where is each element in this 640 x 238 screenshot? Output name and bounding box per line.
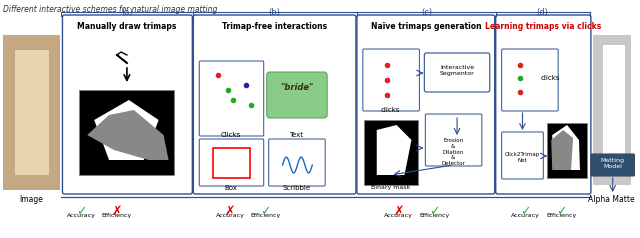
Text: clicks: clicks xyxy=(541,75,560,81)
Text: Learning trimaps via clicks: Learning trimaps via clicks xyxy=(485,22,602,31)
Text: Accuracy: Accuracy xyxy=(216,213,244,218)
FancyBboxPatch shape xyxy=(199,139,264,186)
Text: Click2Trimap
Net: Click2Trimap Net xyxy=(505,152,540,163)
Text: Binary mask: Binary mask xyxy=(371,185,410,190)
Bar xyxy=(15,50,49,175)
Text: Alpha Matte: Alpha Matte xyxy=(588,195,635,204)
Text: Matting
Model: Matting Model xyxy=(601,158,625,169)
Text: Clicks: Clicks xyxy=(221,132,241,138)
FancyBboxPatch shape xyxy=(357,15,495,194)
Text: Erosion
&
Dilation
&
Detector: Erosion & Dilation & Detector xyxy=(441,138,465,166)
Bar xyxy=(213,148,250,178)
Polygon shape xyxy=(551,130,573,170)
FancyBboxPatch shape xyxy=(591,154,634,176)
Text: clicks: clicks xyxy=(381,107,401,113)
FancyBboxPatch shape xyxy=(426,114,482,166)
FancyBboxPatch shape xyxy=(193,15,356,194)
Text: (d): (d) xyxy=(536,8,548,17)
Text: ✗: ✗ xyxy=(394,205,404,218)
Polygon shape xyxy=(94,100,159,160)
Text: Image: Image xyxy=(19,195,43,204)
Text: Scribble: Scribble xyxy=(282,185,310,191)
FancyBboxPatch shape xyxy=(269,139,325,186)
Text: Accuracy: Accuracy xyxy=(511,213,540,218)
Text: ✓: ✓ xyxy=(556,205,566,218)
Text: ✓: ✓ xyxy=(429,205,440,218)
Text: ✗: ✗ xyxy=(225,205,236,218)
FancyBboxPatch shape xyxy=(267,72,327,118)
Bar xyxy=(547,123,587,178)
Text: Trimap-free interactions: Trimap-free interactions xyxy=(222,22,327,31)
Bar xyxy=(593,35,630,185)
Bar xyxy=(364,120,419,185)
Polygon shape xyxy=(552,125,580,170)
Text: Efficiency: Efficiency xyxy=(419,213,449,218)
Text: Interactive
Segmentor: Interactive Segmentor xyxy=(440,65,474,76)
Text: ✗: ✗ xyxy=(112,205,122,218)
FancyBboxPatch shape xyxy=(502,49,558,111)
Bar xyxy=(603,45,625,175)
FancyBboxPatch shape xyxy=(424,53,490,92)
Text: "bride": "bride" xyxy=(280,84,313,93)
Text: (a): (a) xyxy=(121,8,132,17)
FancyBboxPatch shape xyxy=(199,61,264,136)
Polygon shape xyxy=(377,125,412,175)
Text: Efficiency: Efficiency xyxy=(102,213,132,218)
FancyBboxPatch shape xyxy=(363,49,419,111)
Text: ✓: ✓ xyxy=(520,205,531,218)
FancyBboxPatch shape xyxy=(63,15,193,194)
Bar xyxy=(3,35,60,190)
Text: Naïve trimaps generation: Naïve trimaps generation xyxy=(371,22,482,31)
Text: Different interactive schemes for natural image matting: Different interactive schemes for natura… xyxy=(3,5,218,14)
Text: Efficiency: Efficiency xyxy=(546,213,576,218)
Text: Accuracy: Accuracy xyxy=(67,213,96,218)
Text: Manually draw trimaps: Manually draw trimaps xyxy=(77,22,177,31)
FancyBboxPatch shape xyxy=(502,132,543,179)
Bar xyxy=(79,90,175,175)
Text: Accuracy: Accuracy xyxy=(384,213,413,218)
Text: Efficiency: Efficiency xyxy=(251,213,281,218)
Text: ✓: ✓ xyxy=(260,205,271,218)
Text: Text: Text xyxy=(289,132,303,138)
Text: (c): (c) xyxy=(420,8,432,17)
Text: ✓: ✓ xyxy=(76,205,86,218)
FancyBboxPatch shape xyxy=(496,15,591,194)
Text: (b): (b) xyxy=(269,8,280,17)
Text: Box: Box xyxy=(225,185,237,191)
Polygon shape xyxy=(87,110,168,160)
